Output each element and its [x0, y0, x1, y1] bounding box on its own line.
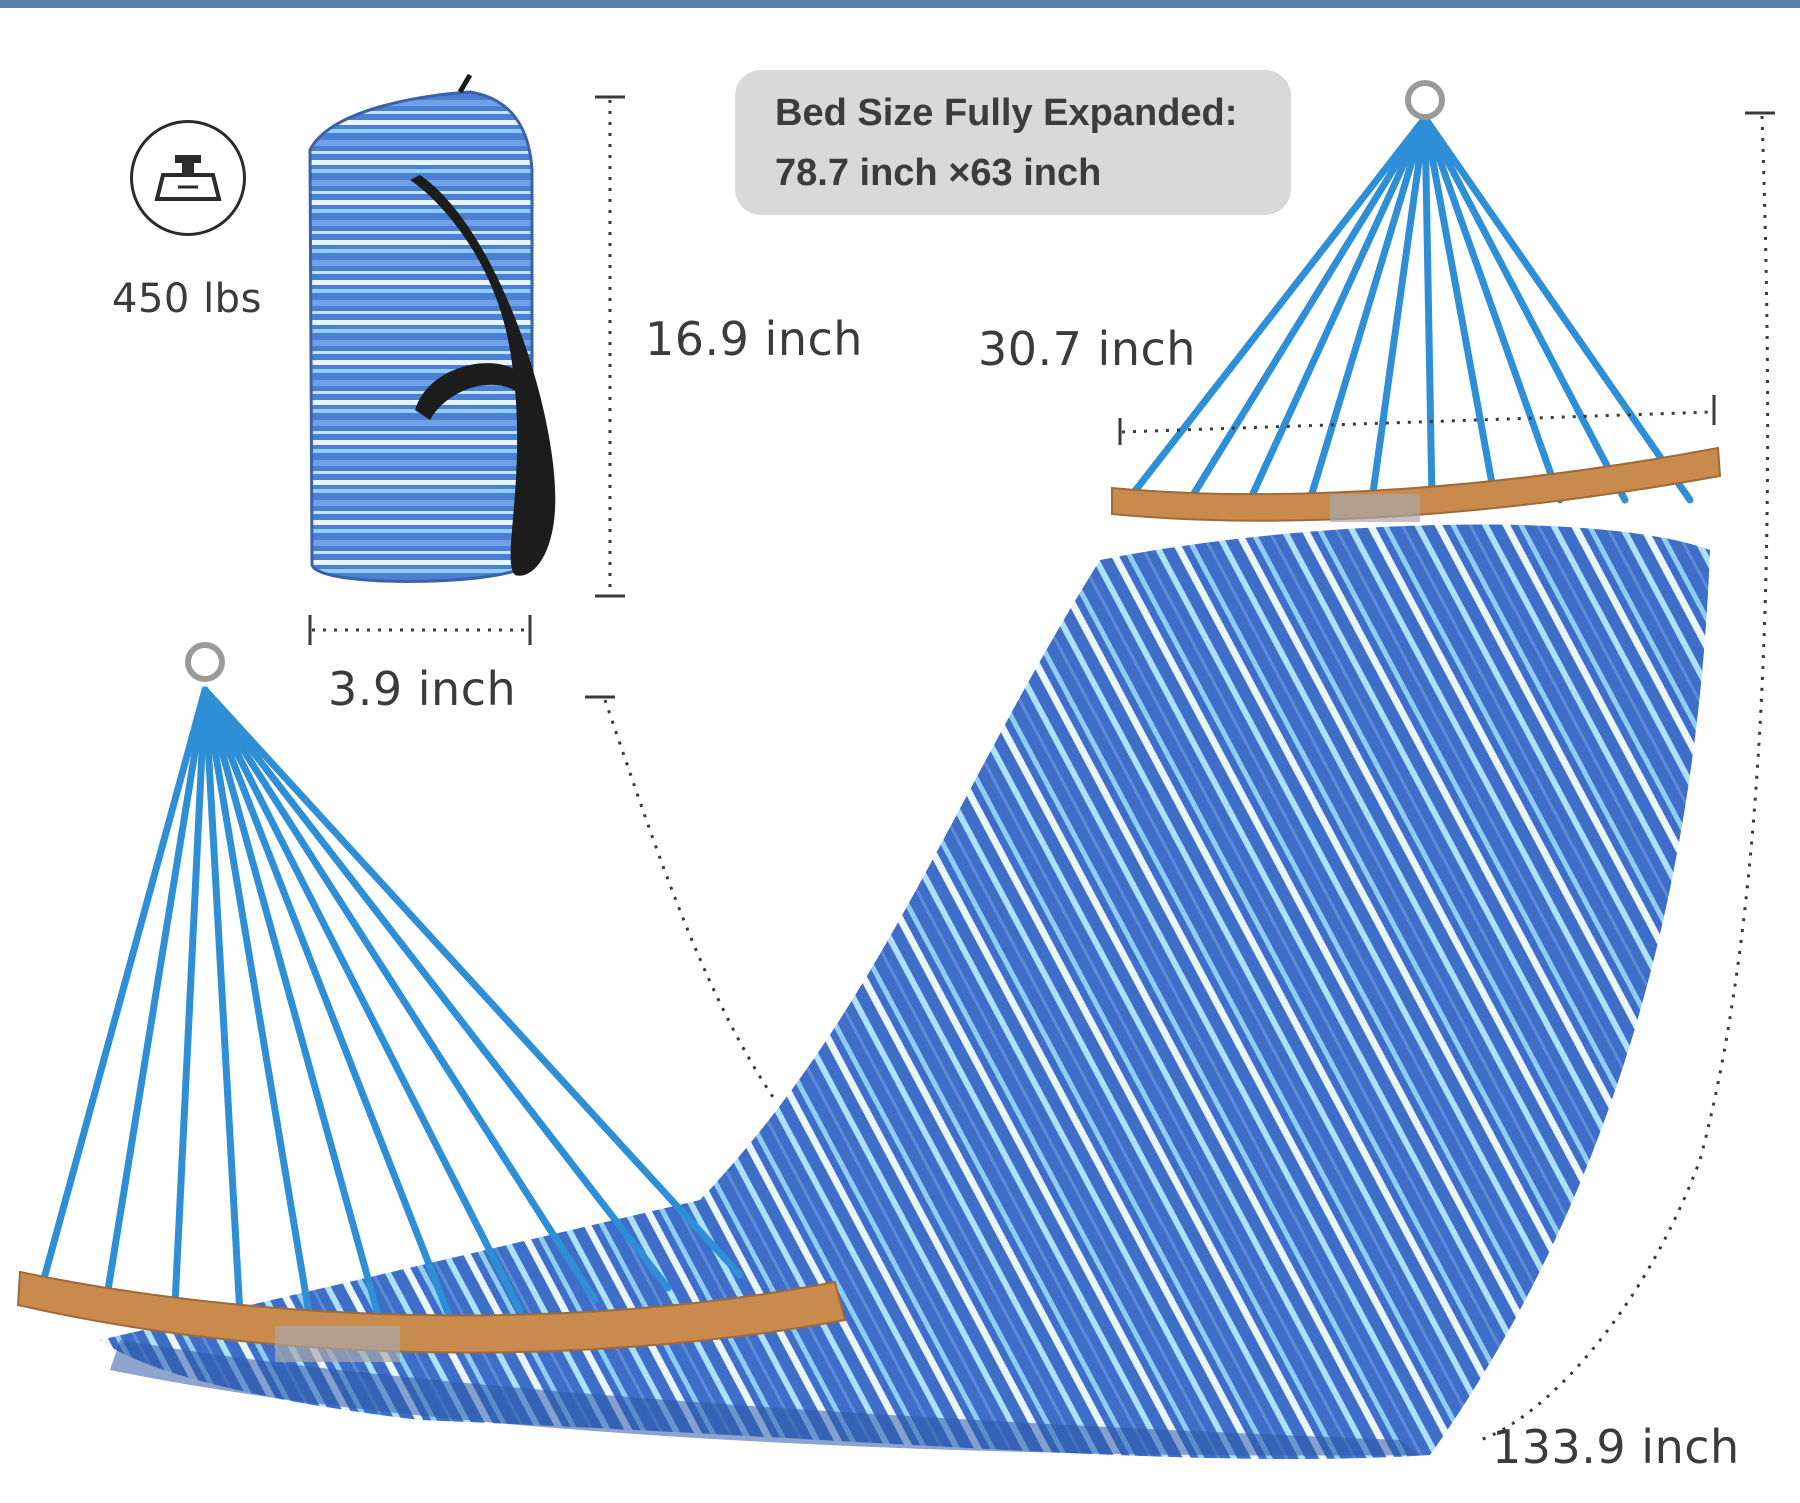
dimension-lines: [308, 95, 1775, 1442]
right-ropes: [1124, 114, 1694, 504]
left-spreader-bar: [16, 1270, 847, 1354]
bag-height-label: 16.9 inch: [645, 312, 863, 366]
right-spreader-bar: [1111, 446, 1722, 522]
bed-size-title: Bed Size Fully Expanded:: [775, 92, 1238, 134]
right-ring-icon: [1405, 80, 1445, 120]
bag-width-label: 3.9 inch: [328, 662, 517, 716]
spreader-width-label: 30.7 inch: [978, 322, 1196, 376]
bed-size-dimensions: 78.7 inch ×63 inch: [775, 152, 1102, 194]
bed-size-callout: Bed Size Fully Expanded: 78.7 inch ×63 i…: [735, 70, 1291, 215]
top-border: [0, 0, 1800, 8]
weight-capacity-label: 450 lbs: [112, 276, 262, 322]
left-spreader-clamp: [275, 1326, 400, 1362]
hammock-fabric: [100, 524, 1710, 1460]
left-ring-icon: [185, 642, 225, 682]
hammock-length-label: 133.9 inch: [1492, 1420, 1740, 1474]
hammock-fabric-shade: [110, 1340, 1420, 1456]
right-spreader-clamp: [1330, 494, 1420, 522]
left-ropes: [41, 686, 744, 1326]
carry-bag: [308, 73, 556, 583]
weight-icon: [130, 120, 246, 236]
